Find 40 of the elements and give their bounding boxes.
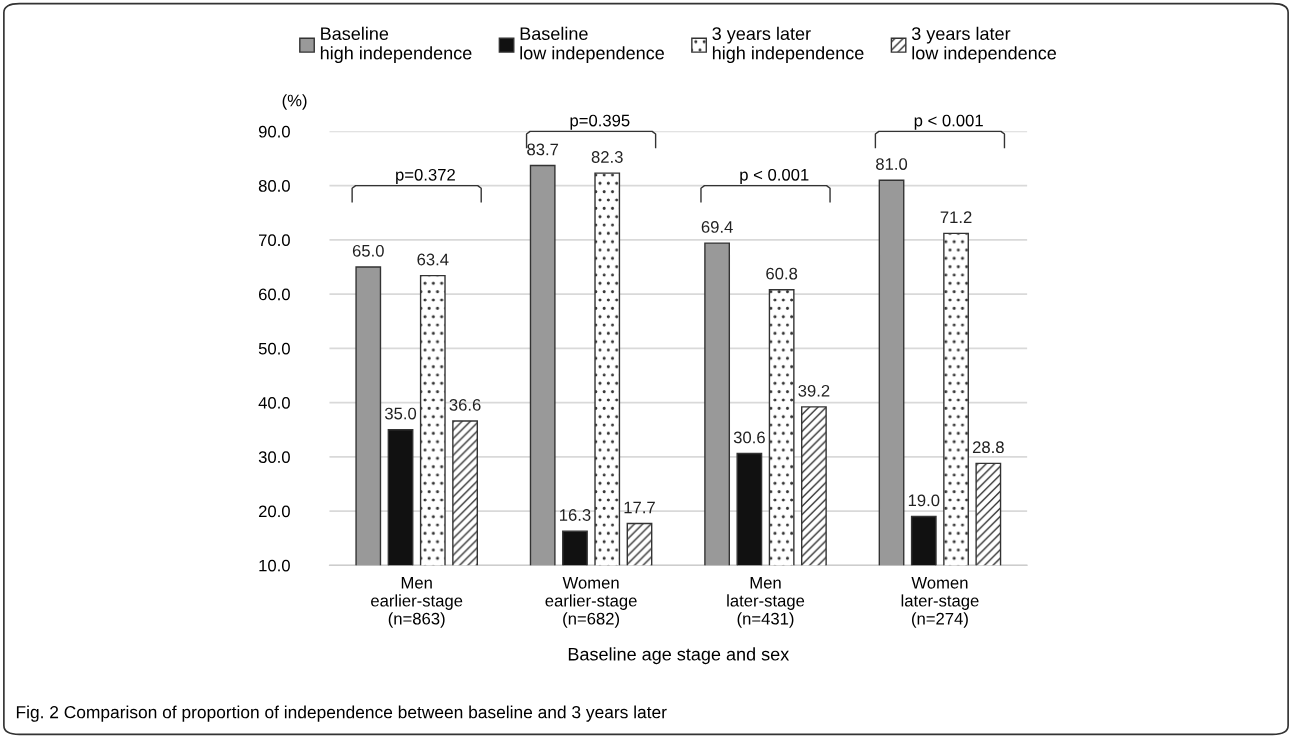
data-label: 60.8: [766, 267, 798, 280]
x-tick-label: Men earlier-stage (n=863): [371, 577, 463, 628]
data-label: 30.6: [733, 431, 765, 444]
caption: Fig. 2 Comparison of proportion of independence between baseline and 3 years later: [16, 705, 667, 722]
legend-label: 3 years later low independence: [911, 26, 1056, 64]
y-tick-label: 60.0: [258, 288, 290, 301]
y-tick-label: 80.0: [258, 180, 290, 192]
text: p=0.395: [570, 114, 630, 130]
data-label: 36.6: [449, 398, 481, 411]
legend-label: Baseline low independence: [520, 26, 664, 64]
y-tick-label: 90.0: [258, 125, 290, 138]
annotation: p < 0.001: [740, 168, 809, 184]
y-tick-label: 40.0: [258, 396, 290, 409]
data-label: 19.0: [908, 494, 940, 507]
data-label: 63.4: [417, 253, 449, 266]
y-tick-label: 70.0: [258, 234, 290, 247]
data-label: 83.7: [527, 143, 559, 156]
data-label: 69.4: [701, 221, 733, 233]
data-label: 65.0: [352, 244, 384, 257]
data-label: 81.0: [876, 158, 908, 170]
legend-label: Baseline high independence: [320, 26, 472, 64]
data-label: 39.2: [798, 384, 830, 397]
x-axis-title: Baseline age stage and sex: [568, 647, 790, 665]
y-tick-label: 20.0: [258, 505, 290, 518]
y-tick-label: 30.0: [258, 451, 290, 464]
data-label: 35.0: [384, 407, 417, 420]
data-label: 71.2: [940, 211, 972, 223]
annotation: p=0.372: [396, 168, 455, 184]
data-label: 28.8: [972, 441, 1004, 454]
y-tick-label: 10.0: [259, 559, 290, 572]
text: p < 0.001: [914, 114, 983, 130]
x-tick-label: Men later-stage (n=431): [727, 577, 805, 628]
data-label: 82.3: [591, 151, 623, 163]
y-tick-label: 50.0: [258, 342, 290, 355]
y-axis-title: (%): [282, 94, 307, 110]
x-tick-label: Women later-stage (n=274): [901, 577, 979, 628]
data-label: 16.3: [560, 509, 591, 521]
legend-label: 3 years later high independence: [712, 26, 864, 64]
x-tick-label: Women earlier-stage (n=682): [545, 577, 637, 628]
data-label: 17.7: [624, 501, 655, 514]
